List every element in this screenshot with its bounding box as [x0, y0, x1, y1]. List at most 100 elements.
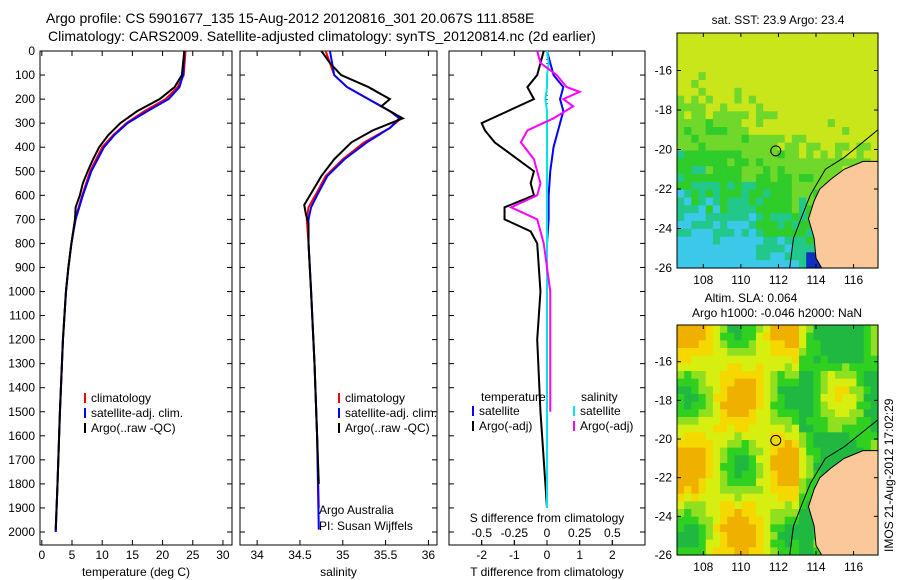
- map-cell: [720, 189, 728, 199]
- argo-float-marker: [770, 145, 782, 157]
- map-cell: [863, 432, 872, 441]
- map-cell: [806, 87, 814, 97]
- map-cell: [748, 95, 757, 105]
- map-cell: [856, 127, 865, 136]
- map-cell: [827, 394, 836, 403]
- map-cell: [684, 409, 692, 418]
- map-cell: [813, 401, 822, 410]
- map-cell: [712, 524, 721, 533]
- map-cell: [684, 189, 692, 199]
- map-cell: [748, 33, 757, 42]
- map-cell: [734, 260, 743, 269]
- map-cell: [842, 127, 850, 136]
- map-cell: [777, 501, 786, 510]
- map-cell: [755, 174, 764, 183]
- map-cell: [849, 447, 858, 456]
- map-cell: [870, 142, 879, 152]
- map-cell: [720, 64, 728, 73]
- map-cell: [856, 432, 865, 441]
- map-cell: [791, 325, 800, 334]
- map-cell: [770, 64, 779, 73]
- map-cell: [691, 213, 700, 222]
- map-cell: [698, 463, 707, 472]
- map-cell: [712, 355, 721, 364]
- map-cell: [755, 424, 764, 433]
- map-cell: [748, 386, 757, 395]
- legend-label: satellite: [479, 404, 520, 418]
- map-cell: [684, 95, 692, 105]
- map-cell: [777, 80, 786, 89]
- map-cell: [806, 40, 814, 50]
- map-cell: [677, 260, 685, 269]
- map-cell: [698, 40, 707, 50]
- map-cell: [698, 111, 707, 120]
- map-cell: [741, 409, 750, 418]
- map-cell: [770, 48, 779, 58]
- map-cell: [770, 417, 779, 426]
- map-cell: [727, 432, 736, 441]
- map-cell: [784, 244, 793, 253]
- map-cell: [856, 401, 865, 410]
- map-cell: [755, 363, 764, 372]
- map-cell: [720, 166, 728, 175]
- map-cell: [705, 539, 714, 548]
- x2-tick-label: -0.5: [471, 526, 492, 540]
- map-cell: [698, 539, 707, 548]
- map-cell: [698, 493, 707, 502]
- sla-map-title-line1: Altim. SLA: 0.064: [705, 291, 798, 305]
- map-cell: [777, 447, 786, 456]
- map-cell: [755, 478, 764, 487]
- annotation-text: Argo Australia: [319, 503, 394, 517]
- map-cell: [705, 48, 714, 58]
- map-cell: [820, 378, 829, 387]
- map-cell: [784, 33, 793, 42]
- map-cell: [691, 181, 700, 191]
- map-cell: [827, 340, 836, 349]
- map-cell: [784, 142, 793, 152]
- x-tick-label: 0: [544, 548, 551, 562]
- map-cell: [806, 440, 814, 449]
- map-cell: [770, 532, 779, 541]
- map-cell: [856, 64, 865, 73]
- map-cell: [727, 181, 736, 191]
- map-cell: [691, 64, 700, 73]
- map-cell: [777, 158, 786, 167]
- map-cell: [763, 158, 771, 167]
- map-cell: [770, 524, 779, 533]
- map-cell: [849, 95, 858, 105]
- map-cell: [834, 325, 843, 334]
- map-cell: [691, 424, 700, 433]
- map-cell: [748, 432, 757, 441]
- map-cell: [806, 166, 814, 175]
- map-cell: [763, 80, 771, 89]
- map-cell: [770, 134, 779, 144]
- map-cell: [863, 119, 872, 128]
- map-cell: [684, 539, 692, 548]
- map-cell: [748, 56, 757, 65]
- map-cell: [705, 64, 714, 73]
- map-cell: [698, 33, 707, 42]
- map-cell: [727, 417, 736, 426]
- map-cell: [799, 205, 807, 214]
- map-cell: [777, 236, 786, 246]
- map-cell: [870, 409, 879, 418]
- map-cell: [755, 72, 764, 81]
- map-cell: [799, 221, 807, 230]
- map-cell: [763, 386, 771, 395]
- map-cell: [870, 371, 879, 380]
- map-cell: [677, 501, 685, 510]
- map-cell: [813, 332, 822, 341]
- map-cell: [748, 244, 757, 253]
- map-cell: [741, 103, 750, 112]
- map-cell: [677, 87, 685, 97]
- map-cell: [791, 455, 800, 464]
- map-cell: [712, 252, 721, 261]
- map-cell: [748, 547, 757, 556]
- map-cell: [820, 394, 829, 403]
- map-cell: [763, 228, 771, 238]
- map-cell: [842, 401, 850, 410]
- map-cell: [827, 386, 836, 395]
- map-cell: [748, 539, 757, 548]
- map-cell: [741, 394, 750, 403]
- map-cell: [777, 516, 786, 525]
